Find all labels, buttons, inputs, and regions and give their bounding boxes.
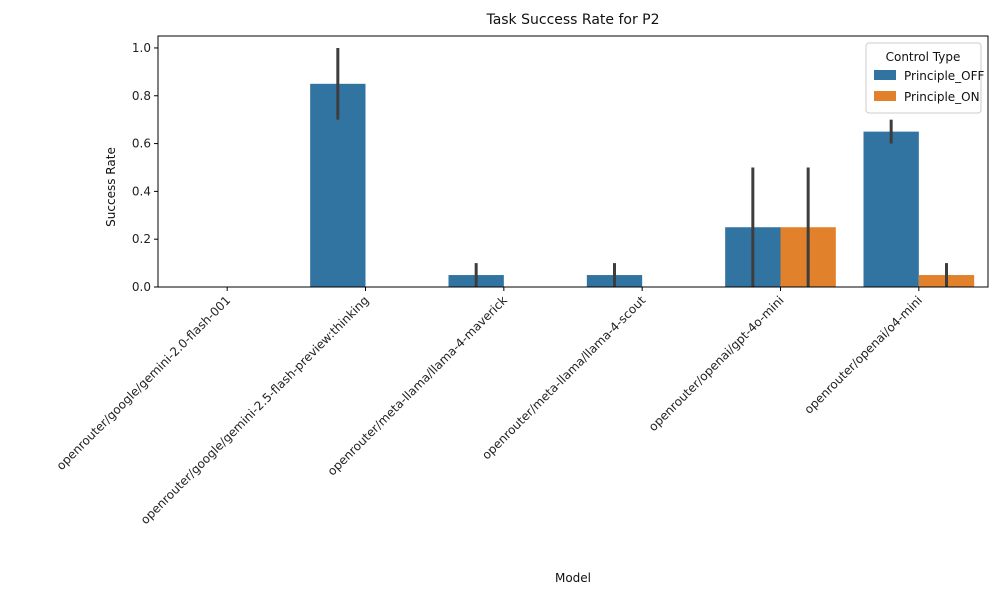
y-tick-label: 0.0 [132, 280, 151, 294]
x-axis: openrouter/google/gemini-2.0-flash-001op… [54, 287, 925, 527]
legend-title: Control Type [886, 50, 961, 64]
x-tick-label: openrouter/google/gemini-2.0-flash-001 [54, 293, 234, 473]
y-tick-label: 1.0 [132, 41, 151, 55]
y-tick-label: 0.6 [132, 137, 151, 151]
legend-label-1: Principle_ON [904, 90, 980, 104]
y-tick-label: 0.4 [132, 184, 151, 198]
legend: Control Type Principle_OFF Principle_ON [865, 42, 985, 114]
x-tick-label: openrouter/google/gemini-2.5-flash-previ… [138, 293, 372, 527]
y-tick-label: 0.8 [132, 89, 151, 103]
y-tick-label: 0.2 [132, 232, 151, 246]
legend-swatch-0 [874, 70, 896, 80]
bar-principle-off-5 [863, 131, 919, 287]
x-tick-label: openrouter/openai/o4-mini [802, 293, 925, 416]
plot-frame [157, 35, 989, 288]
y-axis-label: Success Rate [104, 147, 118, 227]
x-tick-label: openrouter/meta-llama/llama-4-scout [479, 293, 648, 462]
x-axis-label: Model [555, 571, 591, 585]
chart-title: Task Success Rate for P2 [485, 12, 659, 28]
error-bars-group [336, 47, 948, 287]
legend-label-0: Principle_OFF [904, 69, 985, 83]
x-tick-label: openrouter/openai/gpt-4o-mini [646, 293, 787, 434]
bars-group [310, 83, 975, 287]
legend-swatch-1 [874, 91, 896, 101]
y-axis: 0.0 0.2 0.4 0.6 0.8 1.0 [132, 41, 158, 294]
